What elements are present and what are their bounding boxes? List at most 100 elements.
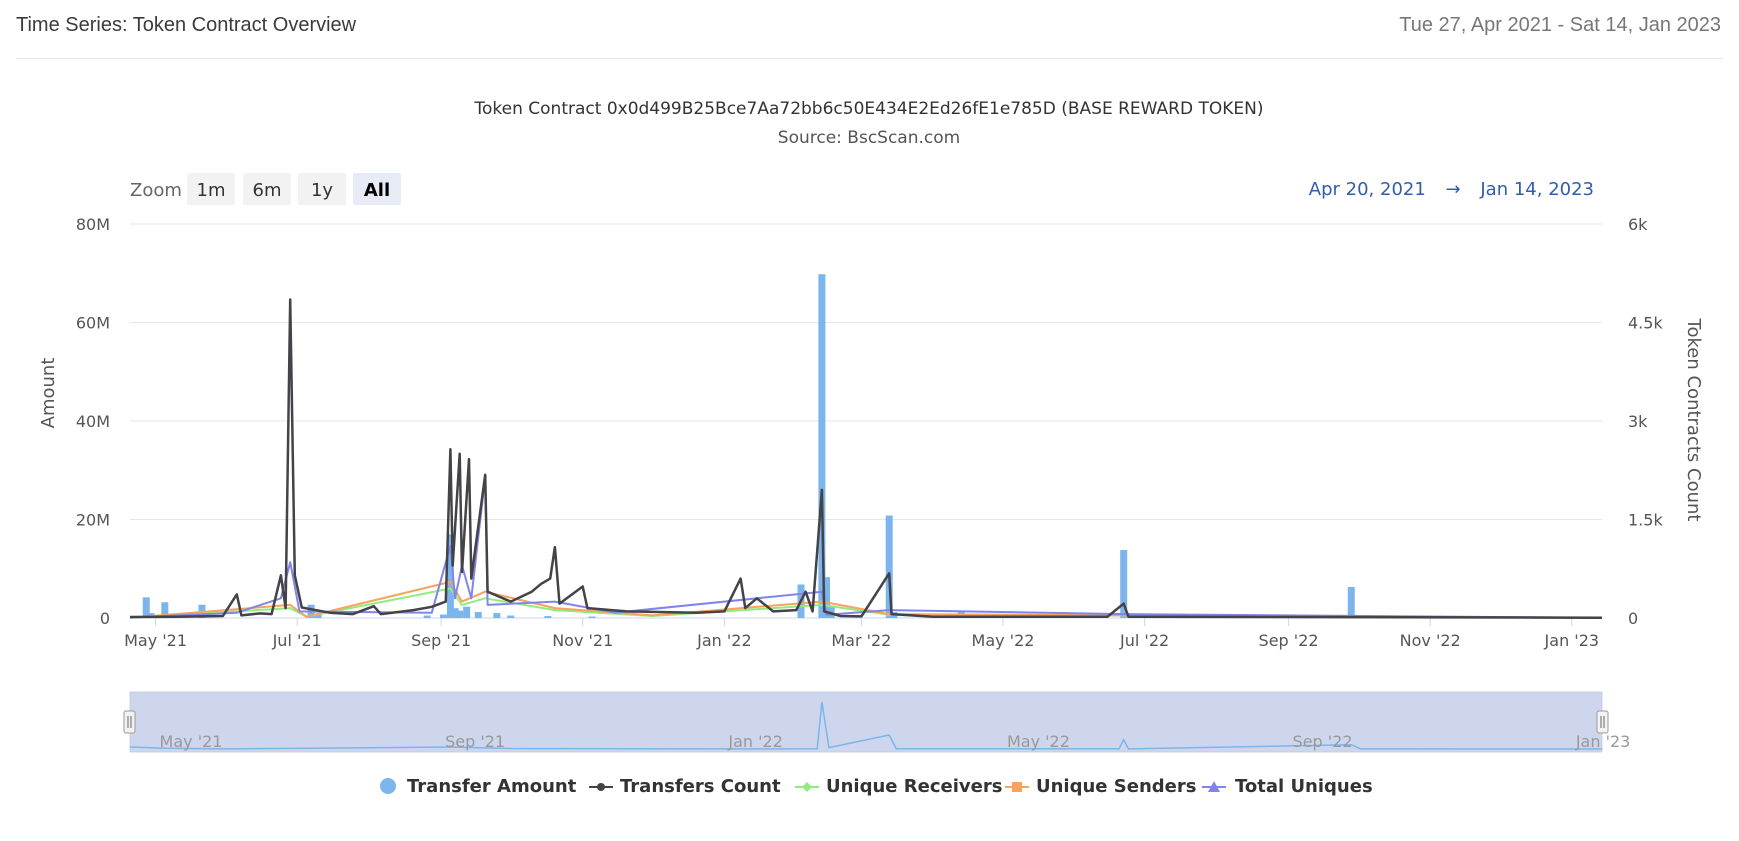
grid-lines [130,223,1602,619]
card-header: Time Series: Token Contract Overview Tue… [0,0,1739,58]
transfer-amount-bar [456,610,464,618]
navigator-mask[interactable] [130,692,1602,752]
transfer-amount-bar [1347,586,1355,618]
transfer-amount-bar [588,616,596,618]
y2-axis-title: Token Contracts Count [1683,318,1704,522]
y2-tick-label: 3k [1628,412,1648,431]
transfer-amount-bar [446,534,454,618]
transfer-amount-bar [142,597,150,618]
y2-tick-label: 1.5k [1628,511,1663,530]
y-tick-label: 80M [76,215,110,234]
navigator-grid [155,692,1573,752]
navigator-handle-right[interactable] [1596,710,1609,734]
zoom-button-6m[interactable]: 6m [243,173,291,205]
range-to-input[interactable]: Jan 14, 2023 [1479,179,1594,200]
x-tick-label: Mar '22 [831,631,891,650]
transfer-amount-bar [423,615,431,618]
navigator-tick-label: Jan '23 [1575,732,1631,751]
transfer-amount-bars [142,274,1355,618]
x-tick-label: Nov '22 [1400,631,1461,650]
y-axis-right: 0 1.5k 3k 4.5k 6k [1628,215,1663,628]
legend-label-unique-receivers: Unique Receivers [826,776,1002,797]
transfer-amount-bar [474,612,482,618]
total-uniques-line [129,475,1603,619]
legend-item-transfers-count[interactable]: Transfers Count [589,776,781,797]
legend-label-total-uniques: Total Uniques [1235,776,1373,797]
header-divider [16,58,1723,59]
legend-item-transfer-amount[interactable]: Transfer Amount [380,776,577,797]
unique-senders-line [129,580,1603,619]
transfer-amount-bar [544,616,552,618]
chart-title: Token Contract 0x0d499B25Bce7Aa72bb6c50E… [474,99,1264,119]
zoom-button-1y[interactable]: 1y [298,173,346,205]
y-tick-label: 20M [76,511,110,530]
transfer-amount-bar [161,602,169,618]
zoom-button-6m-label: 6m [253,180,282,201]
transfer-amount-bar [1120,550,1128,618]
zoom-button-1y-label: 1y [311,180,333,201]
x-axis: May '21 Jul '21 Sep '21 Nov '21 Jan '22 Mar '… [124,618,1599,650]
x-tick-label: Sep '22 [1259,631,1319,650]
legend-label-transfers-count: Transfers Count [620,776,781,797]
transfer-amount-bar [314,614,322,618]
navigator-tick-label: Jan '22 [727,732,783,751]
x-tick-label: May '21 [124,631,187,650]
legend-symbol-unique-senders [1012,782,1022,792]
y-axis-left: 0 20M 40M 60M 80M [76,215,110,628]
card-date-range: Tue 27, Apr 2021 - Sat 14, Jan 2023 [1399,14,1721,36]
transfers-count-line [129,298,1603,619]
y-tick-label: 0 [100,609,110,628]
transfer-amount-bar [818,274,826,618]
transfer-amount-bar [463,606,471,618]
legend-item-unique-senders[interactable]: Unique Senders [1005,776,1196,797]
transfer-amount-bar [885,515,893,618]
legend-symbol-transfers-count [597,783,605,791]
x-tick-label: Jan '22 [696,631,752,650]
y2-tick-label: 6k [1628,215,1648,234]
y2-tick-label: 0 [1628,609,1638,628]
transfer-amount-bar [451,608,459,618]
navigator-tick-label: May '22 [1007,732,1070,751]
x-tick-label: Jul '21 [272,631,322,650]
legend-symbol-total-uniques [1208,781,1220,792]
navigator-ticks: May '21 Sep '21 Jan '22 May '22 Sep '22 Jan '… [160,732,1631,751]
series-lines [129,298,1603,619]
navigator-series-line [129,701,1603,750]
transfer-amount-bar [439,614,447,618]
legend: Transfer Amount Transfers Count Unique R… [380,776,1373,797]
zoom-button-all-label: All [364,180,390,201]
chart-subtitle: Source: BscScan.com [778,128,960,148]
x-tick-label: Jan '23 [1544,631,1600,650]
transfer-amount-bar [507,615,515,618]
y-tick-label: 60M [76,314,110,333]
range-arrow: → [1446,179,1461,200]
legend-symbol-unique-receivers [802,782,812,792]
legend-label-unique-senders: Unique Senders [1036,776,1196,797]
zoom-label: Zoom [130,180,182,201]
navigator-handle-left[interactable] [123,710,136,734]
transfer-amount-bar [823,577,831,618]
range-selector: Zoom 1m 6m 1y All Apr 20, 2021 → Jan 14,… [130,173,1594,205]
card-title: Time Series: Token Contract Overview [16,14,357,36]
y-axis-title: Amount [38,358,59,429]
x-tick-label: Nov '21 [552,631,613,650]
legend-label-transfer-amount: Transfer Amount [407,776,577,797]
legend-item-total-uniques[interactable]: Total Uniques [1202,776,1373,797]
zoom-button-all[interactable]: All [353,173,401,205]
legend-symbol-transfer-amount [380,778,396,794]
navigator-tick-label: May '21 [160,732,223,751]
zoom-button-1m-label: 1m [197,180,226,201]
x-tick-label: May '22 [972,631,1035,650]
range-from-input[interactable]: Apr 20, 2021 [1309,179,1426,200]
y2-tick-label: 4.5k [1628,314,1663,333]
navigator[interactable]: May '21 Sep '21 Jan '22 May '22 Sep '22 Jan '… [123,691,1631,753]
zoom-button-1m[interactable]: 1m [187,173,235,205]
navigator-tick-label: Sep '22 [1293,732,1353,751]
navigator-tick-label: Sep '21 [445,732,505,751]
legend-item-unique-receivers[interactable]: Unique Receivers [795,776,1002,797]
x-tick-label: Sep '21 [411,631,471,650]
range-input-display: Apr 20, 2021 → Jan 14, 2023 [1309,179,1594,200]
x-tick-label: Jul '22 [1119,631,1169,650]
transfer-amount-bar [493,613,501,618]
